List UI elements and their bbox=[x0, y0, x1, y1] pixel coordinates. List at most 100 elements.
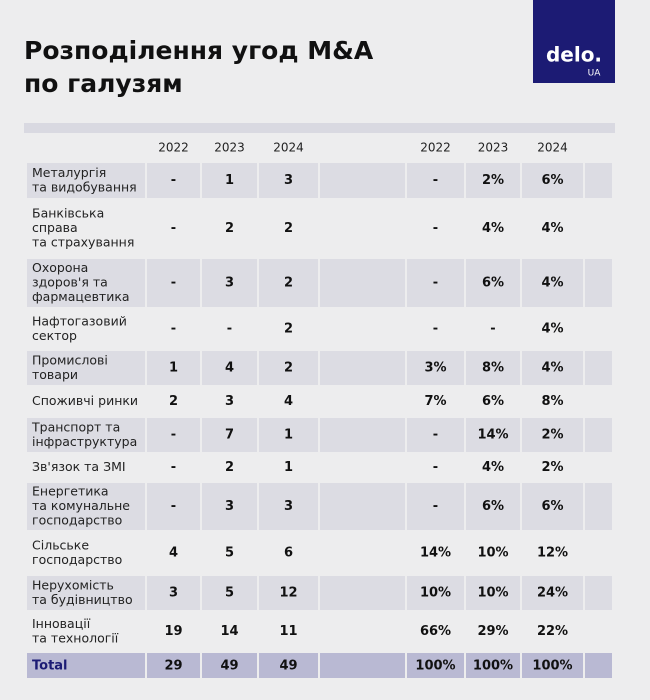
row-shade bbox=[585, 418, 612, 452]
row-shade bbox=[147, 259, 200, 307]
row-shade bbox=[320, 351, 405, 385]
row-shade bbox=[147, 351, 200, 385]
count-cell: 7 bbox=[225, 428, 234, 443]
share-cell: 10% bbox=[420, 586, 451, 601]
count-cell: 3 bbox=[225, 499, 234, 514]
row-shade bbox=[259, 576, 318, 610]
share-cell: 2% bbox=[541, 428, 563, 443]
row-shade bbox=[259, 163, 318, 198]
title-line: по галузям bbox=[24, 69, 183, 98]
row-shade bbox=[466, 351, 520, 385]
count-cell: 2 bbox=[225, 221, 234, 236]
column-header: 2023 bbox=[478, 141, 509, 155]
row-shade bbox=[585, 576, 612, 610]
count-cell: 1 bbox=[284, 428, 293, 443]
share-cell: 22% bbox=[537, 624, 568, 639]
row-label: господарство bbox=[32, 513, 122, 528]
row-shade bbox=[147, 483, 200, 530]
row-label: фармацевтика bbox=[32, 289, 130, 304]
logo-suffix: UA bbox=[588, 69, 602, 79]
row-shade bbox=[147, 653, 200, 678]
row-shade bbox=[585, 653, 612, 678]
title-line: Розподілення угод M&A bbox=[24, 36, 374, 65]
count-cell: - bbox=[171, 499, 176, 514]
share-cell: - bbox=[433, 322, 438, 337]
row-shade bbox=[522, 351, 583, 385]
row-label: сектор bbox=[32, 328, 77, 343]
share-cell: 4% bbox=[482, 460, 504, 475]
row-shade bbox=[522, 259, 583, 307]
row-label: Охорона bbox=[32, 260, 88, 275]
count-cell: 11 bbox=[279, 624, 297, 639]
count-cell: 6 bbox=[284, 546, 293, 561]
row-shade bbox=[147, 418, 200, 452]
share-cell: - bbox=[433, 460, 438, 475]
row-shade bbox=[27, 653, 145, 678]
row-shade bbox=[320, 163, 405, 198]
row-label: та комунальне bbox=[32, 498, 130, 513]
share-cell: 4% bbox=[541, 221, 563, 236]
row-shade bbox=[407, 259, 464, 307]
count-cell: 3 bbox=[169, 586, 178, 601]
share-cell: 66% bbox=[420, 624, 451, 639]
row-shade bbox=[522, 576, 583, 610]
share-cell: 10% bbox=[477, 546, 508, 561]
count-cell: 2 bbox=[225, 460, 234, 475]
logo-box bbox=[533, 0, 615, 83]
row-shade bbox=[466, 653, 520, 678]
total-count: 49 bbox=[220, 659, 238, 674]
row-shade bbox=[27, 351, 145, 385]
row-shade bbox=[202, 576, 257, 610]
row-shade bbox=[466, 576, 520, 610]
row-label: справа bbox=[32, 220, 78, 235]
share-cell: 4% bbox=[482, 221, 504, 236]
row-shade bbox=[466, 483, 520, 530]
row-shade bbox=[407, 163, 464, 198]
row-label: Енергетика bbox=[32, 484, 109, 499]
count-cell: 2 bbox=[169, 394, 178, 409]
share-cell: - bbox=[433, 221, 438, 236]
row-shade bbox=[202, 653, 257, 678]
row-shade bbox=[407, 418, 464, 452]
row-shade bbox=[407, 653, 464, 678]
row-label: Транспорт та bbox=[31, 419, 120, 434]
row-label: інфраструктура bbox=[32, 434, 137, 449]
total-count: 29 bbox=[164, 659, 182, 674]
row-shade bbox=[466, 163, 520, 198]
row-shade bbox=[202, 163, 257, 198]
share-cell: 6% bbox=[482, 499, 504, 514]
share-cell: 10% bbox=[477, 586, 508, 601]
share-cell: 14% bbox=[420, 546, 451, 561]
row-shade bbox=[522, 418, 583, 452]
share-cell: 3% bbox=[424, 361, 446, 376]
column-header: 2023 bbox=[214, 141, 245, 155]
share-cell: - bbox=[490, 322, 495, 337]
share-cell: 7% bbox=[424, 394, 446, 409]
share-cell: 2% bbox=[541, 460, 563, 475]
row-shade bbox=[585, 351, 612, 385]
row-label: Нерухомість bbox=[32, 577, 114, 592]
row-label: Інновації bbox=[32, 616, 91, 631]
count-cell: 3 bbox=[284, 173, 293, 188]
row-shade bbox=[522, 483, 583, 530]
row-shade bbox=[259, 351, 318, 385]
share-cell: - bbox=[433, 173, 438, 188]
total-share: 100% bbox=[415, 659, 455, 674]
column-header: 2022 bbox=[420, 141, 451, 155]
row-shade bbox=[407, 576, 464, 610]
count-cell: 12 bbox=[279, 586, 297, 601]
row-label: Зв'язок та ЗМІ bbox=[32, 459, 126, 474]
total-count: 49 bbox=[279, 659, 297, 674]
row-label: Нафтогазовий bbox=[32, 313, 127, 328]
row-shade bbox=[259, 418, 318, 452]
row-shade bbox=[522, 163, 583, 198]
count-cell: 4 bbox=[169, 546, 178, 561]
share-cell: 4% bbox=[541, 361, 563, 376]
row-shade bbox=[466, 259, 520, 307]
row-shade bbox=[202, 483, 257, 530]
count-cell: - bbox=[171, 173, 176, 188]
count-cell: 2 bbox=[284, 221, 293, 236]
share-cell: 6% bbox=[541, 173, 563, 188]
row-label: Споживчі ринки bbox=[32, 393, 138, 408]
count-cell: 2 bbox=[284, 276, 293, 291]
